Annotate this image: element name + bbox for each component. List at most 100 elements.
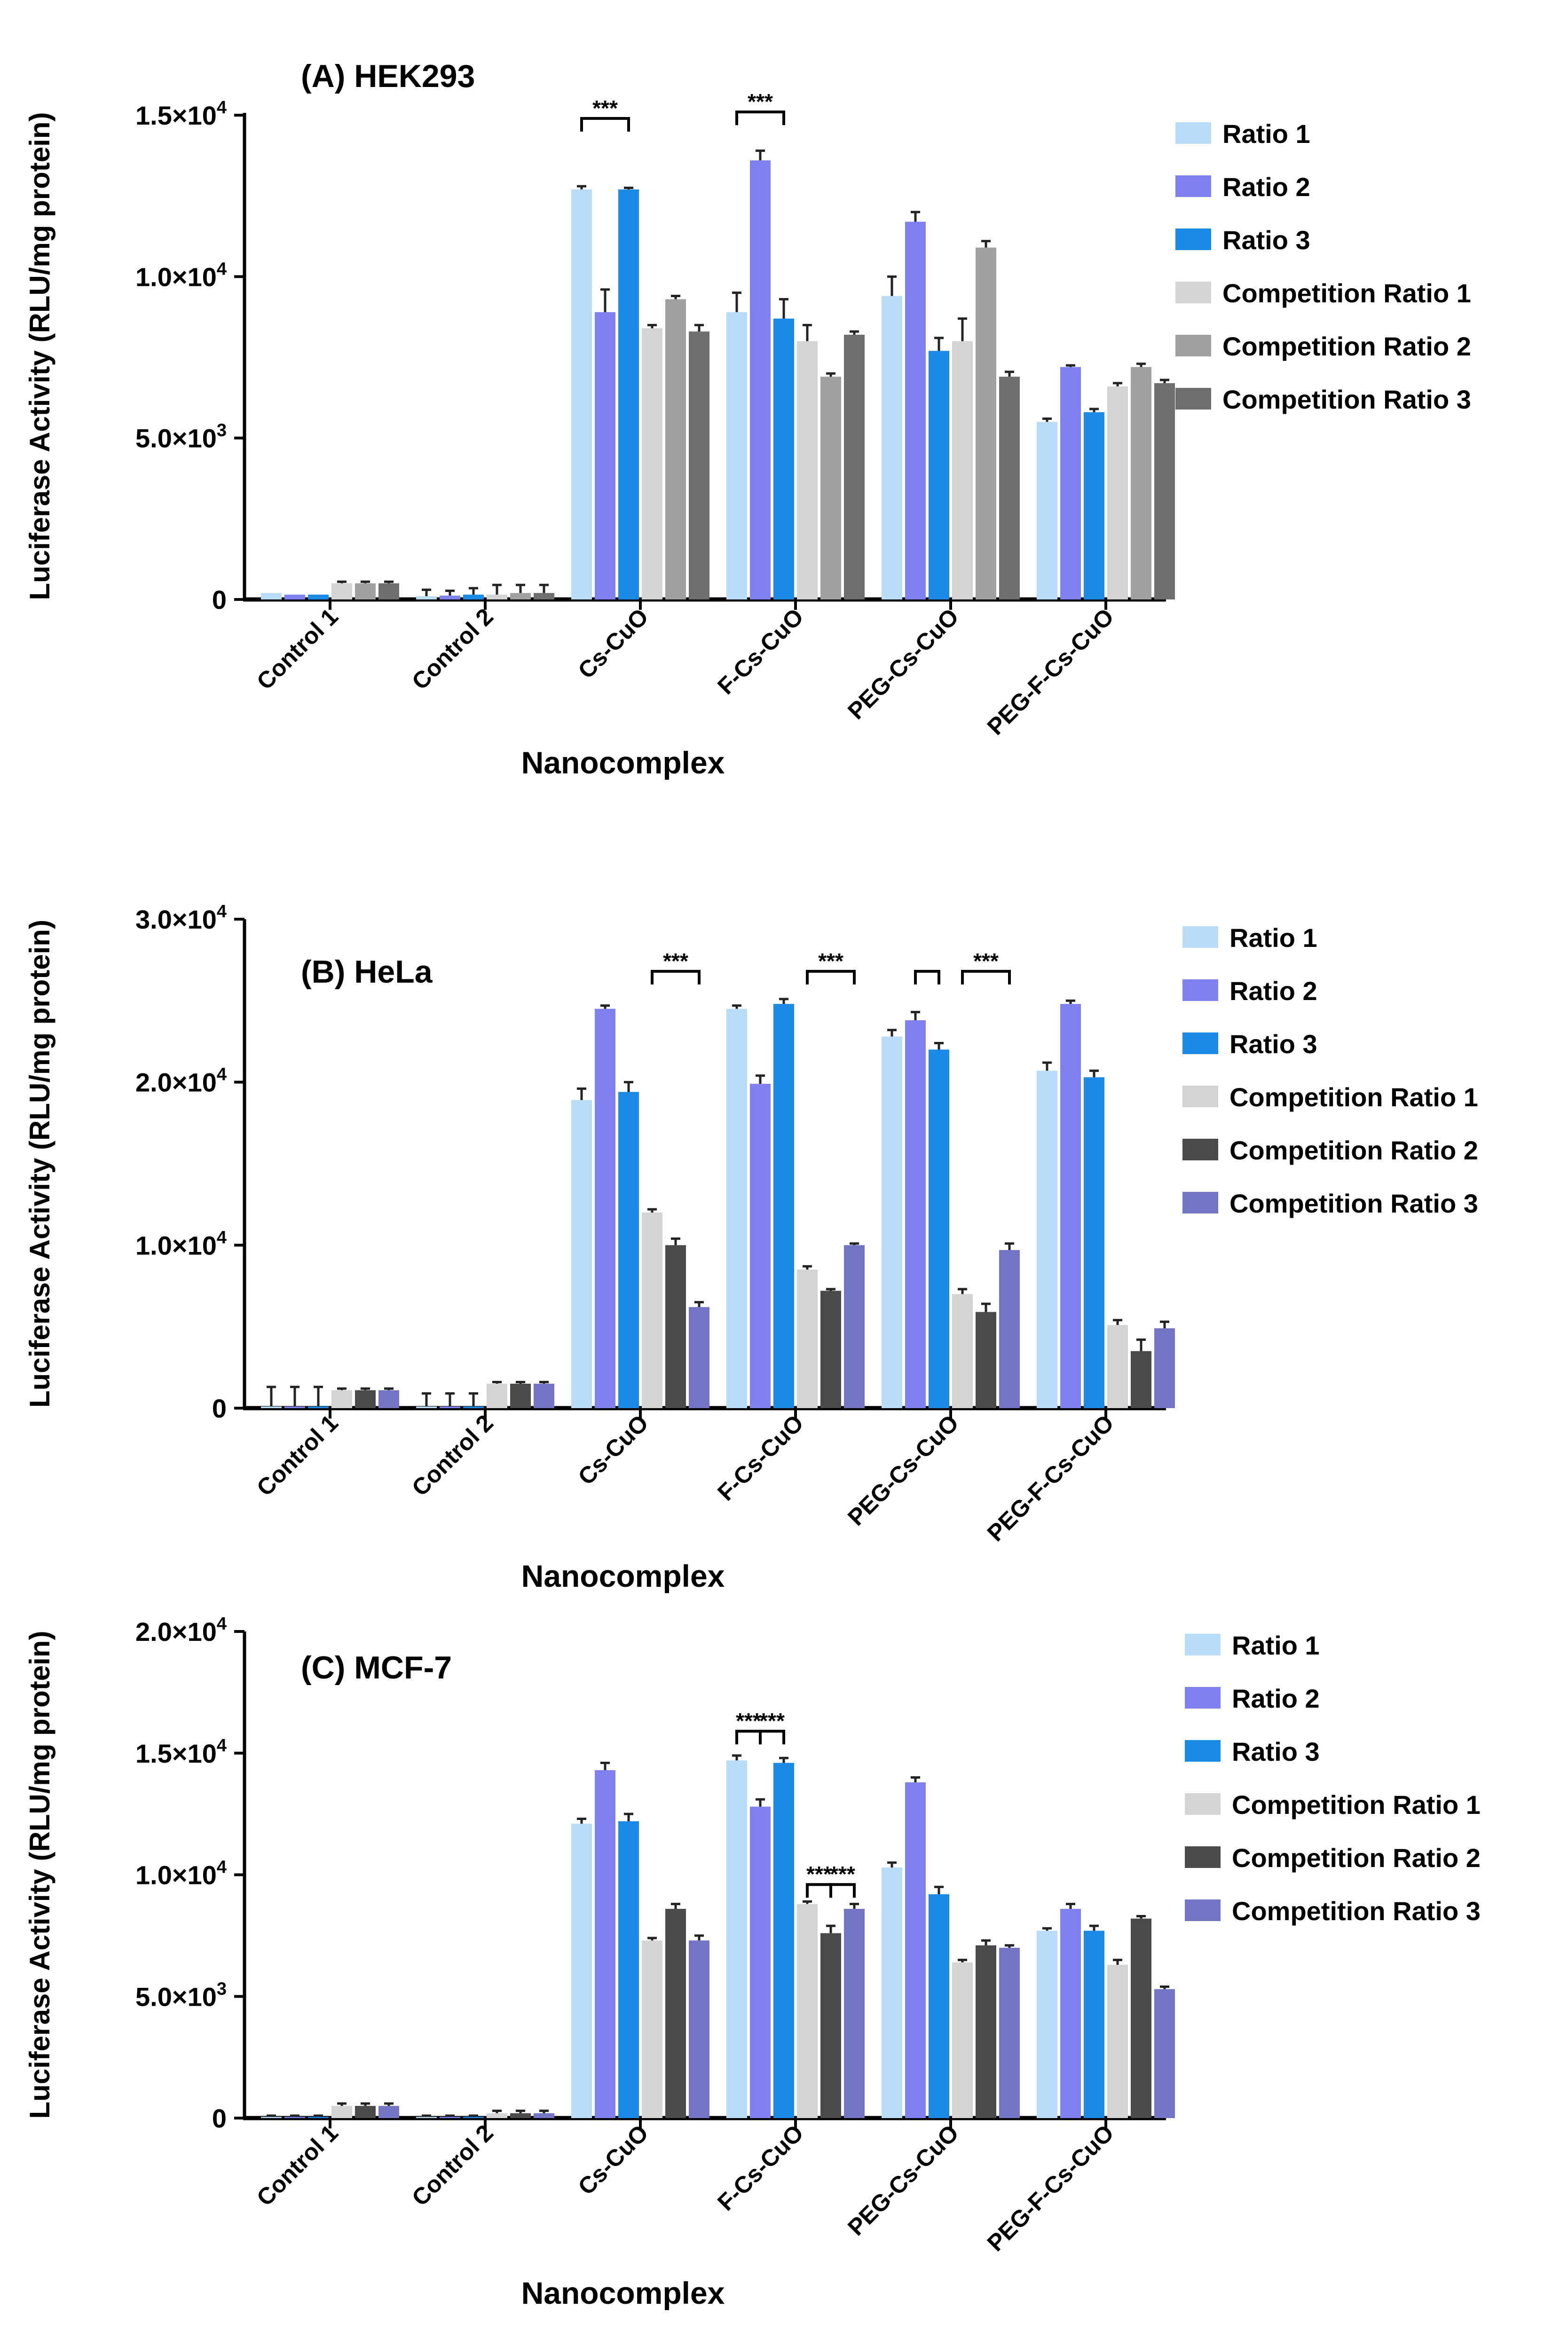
bar: [355, 583, 376, 599]
significance-bracket: [580, 117, 630, 132]
bar: [820, 377, 841, 599]
legend-label: Competition Ratio 3: [1232, 1896, 1481, 1926]
y-axis-label: Luciferase Activity (RLU/mg protein): [24, 112, 55, 600]
bar: [689, 331, 709, 599]
y-axis-label: Luciferase Activity (RLU/mg protein): [24, 1631, 55, 2119]
significance-bracket: [735, 1730, 762, 1745]
legend-swatch: [1175, 388, 1211, 410]
bar: [331, 583, 352, 599]
legend-label: Ratio 3: [1229, 1029, 1317, 1059]
bar: [1107, 1325, 1128, 1408]
bar: [487, 594, 507, 599]
legend-label: Competition Ratio 2: [1232, 1843, 1481, 1873]
legend-swatch: [1175, 335, 1211, 356]
bar: [261, 1406, 282, 1408]
bar: [510, 593, 531, 599]
bar: [595, 312, 615, 599]
bar: [905, 221, 926, 600]
legend-swatch: [1185, 1899, 1221, 1921]
bar: [463, 594, 484, 599]
bar: [378, 1390, 399, 1408]
legend-label: Competition Ratio 2: [1222, 331, 1471, 361]
legend-swatch: [1185, 1846, 1221, 1868]
bar: [882, 1036, 902, 1408]
x-tick-label: Cs-CuO: [573, 603, 654, 684]
bar: [905, 1020, 926, 1408]
bar: [750, 1806, 771, 2118]
significance-bracket: [806, 1883, 832, 1898]
bar: [378, 2106, 399, 2118]
x-axis-label: Nanocomplex: [521, 1559, 725, 1593]
chart-title: (C) MCF-7: [301, 1650, 452, 1686]
bar: [1037, 1071, 1057, 1408]
chart-title: (B) HeLa: [301, 954, 433, 990]
legend-swatch: [1175, 282, 1211, 303]
bar: [440, 2117, 460, 2118]
bar: [689, 1940, 709, 2118]
x-tick-label: Control 2: [407, 1410, 498, 1501]
bar: [999, 377, 1020, 599]
bar: [595, 1008, 615, 1408]
bar: [665, 1908, 686, 2118]
bar: [571, 1100, 592, 1408]
x-tick-label: Cs-CuO: [573, 2119, 654, 2200]
bar: [797, 1904, 818, 2118]
bar: [929, 1894, 949, 2118]
x-tick-label: Control 1: [252, 2119, 343, 2211]
bar: [440, 1406, 460, 1408]
legend-swatch: [1185, 1634, 1221, 1655]
bar: [642, 1940, 662, 2118]
legend-swatch: [1185, 1687, 1221, 1709]
bar: [355, 1390, 376, 1408]
legend-label: Ratio 3: [1232, 1737, 1320, 1766]
legend-label: Ratio 3: [1222, 225, 1310, 255]
bar: [1154, 383, 1175, 599]
bar: [534, 1384, 554, 1408]
y-tick-label: 0: [212, 1394, 227, 1423]
legend-swatch: [1175, 122, 1211, 144]
y-tick-label: 3.0×104: [135, 902, 227, 934]
x-tick-label: PEG-F-Cs-CuO: [982, 603, 1119, 740]
bar: [1131, 1918, 1151, 2118]
bar: [1060, 367, 1081, 599]
bar: [308, 2117, 329, 2118]
y-tick-label: 0: [212, 2104, 227, 2133]
bar: [510, 1384, 531, 1408]
bar: [331, 2106, 352, 2118]
significance-label: ***: [759, 1709, 785, 1733]
bar: [976, 1312, 996, 1408]
bar: [726, 312, 747, 599]
chart-title: (A) HEK293: [301, 58, 475, 94]
bar: [1107, 1964, 1128, 2118]
bar: [905, 1782, 926, 2118]
bar: [440, 595, 460, 599]
bar: [750, 160, 771, 600]
legend-label: Competition Ratio 3: [1229, 1189, 1478, 1218]
bar: [487, 1384, 507, 1408]
bar: [642, 328, 662, 599]
chart-panel: (A) HEK293 Luciferase Activity (RLU/mg pr…: [24, 58, 1471, 780]
x-tick-label: Control 1: [252, 1410, 343, 1501]
bar: [1084, 1077, 1104, 1408]
significance-label: ***: [818, 949, 843, 973]
legend-swatch: [1175, 228, 1211, 250]
significance-label: ***: [663, 949, 688, 973]
x-tick-label: PEG-F-Cs-CuO: [982, 2119, 1119, 2256]
bar: [1107, 386, 1128, 599]
significance-bracket: [651, 969, 701, 985]
significance-bracket: [759, 1730, 785, 1745]
x-tick-label: PEG-Cs-CuO: [843, 1410, 964, 1531]
bar: [642, 1213, 662, 1408]
bar: [284, 2117, 305, 2118]
y-tick-label: 2.0×104: [135, 1065, 227, 1097]
y-tick-label: 0: [212, 585, 227, 615]
y-tick-label: 1.0×104: [135, 259, 227, 292]
legend-label: Ratio 1: [1232, 1631, 1320, 1660]
x-tick-label: Control 1: [252, 603, 343, 695]
legend-swatch: [1182, 979, 1218, 1001]
bar: [595, 1770, 615, 2118]
bar: [487, 2113, 507, 2118]
x-tick-label: Cs-CuO: [573, 1410, 654, 1490]
significance-bracket: [735, 110, 785, 126]
legend-label: Competition Ratio 1: [1232, 1790, 1481, 1820]
